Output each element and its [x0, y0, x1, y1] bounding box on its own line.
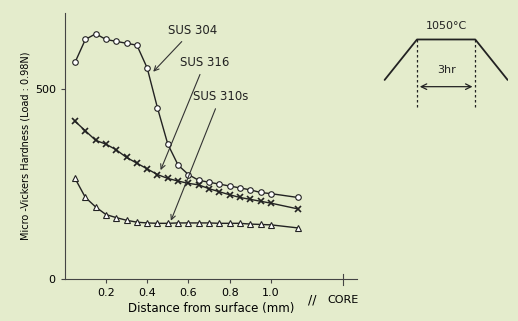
Text: SUS 304: SUS 304	[154, 24, 217, 71]
X-axis label: Distance from surface (mm): Distance from surface (mm)	[128, 302, 294, 316]
Text: CORE: CORE	[327, 295, 358, 305]
Text: 3hr: 3hr	[437, 65, 455, 75]
Text: SUS 316: SUS 316	[161, 56, 229, 169]
Text: 1050°C: 1050°C	[425, 21, 467, 31]
Y-axis label: Micro -Vickers Hardness (Load : 0.98N): Micro -Vickers Hardness (Load : 0.98N)	[21, 52, 31, 240]
Text: //: //	[308, 294, 316, 307]
Text: SUS 310s: SUS 310s	[171, 91, 248, 220]
